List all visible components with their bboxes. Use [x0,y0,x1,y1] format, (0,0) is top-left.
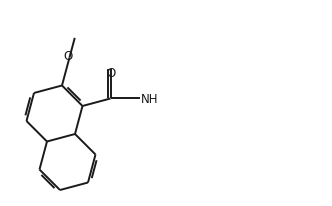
Text: O: O [106,67,115,80]
Text: O: O [63,50,72,63]
Text: NH: NH [140,92,158,105]
